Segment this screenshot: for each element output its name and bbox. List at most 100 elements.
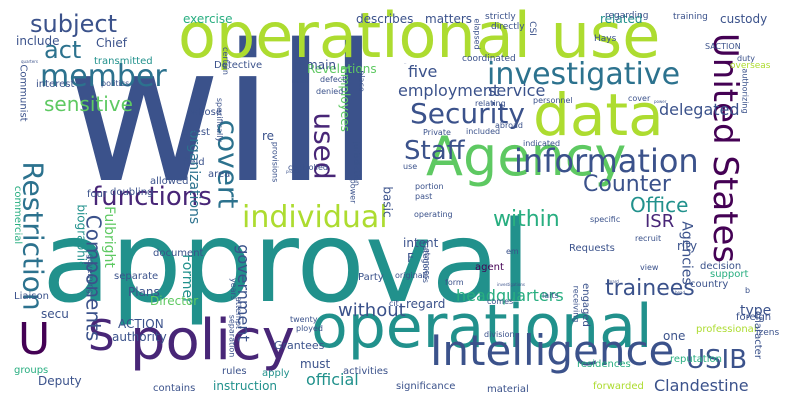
word: regarding	[605, 11, 649, 21]
word: Intelligence	[430, 326, 675, 375]
word: Fulbright	[100, 206, 117, 268]
word: provide	[286, 169, 302, 174]
word: delegated	[659, 100, 740, 119]
word: Counter	[583, 172, 671, 197]
word: prior	[404, 64, 407, 65]
word: separation	[227, 314, 237, 358]
word: regard	[406, 297, 446, 311]
word: rity	[677, 239, 698, 253]
word: em	[506, 247, 519, 256]
word: organizations	[186, 129, 203, 225]
word: five	[408, 62, 438, 81]
word: document	[153, 248, 204, 259]
word: ISR	[645, 211, 675, 232]
word: rules	[222, 366, 247, 377]
word: Agency	[426, 125, 627, 188]
word: employment	[398, 81, 500, 100]
word: indicated	[523, 139, 561, 148]
word: instruction	[213, 379, 278, 393]
word: authorizing	[740, 68, 750, 114]
word: laits	[542, 291, 559, 300]
word: form	[445, 278, 464, 287]
word: Agencies	[678, 221, 695, 285]
word: area	[208, 169, 231, 180]
word: Communist	[17, 64, 29, 122]
word: matters	[425, 12, 473, 26]
word: without	[338, 300, 406, 321]
word: power	[654, 99, 667, 104]
word: support	[710, 269, 749, 280]
word: Chief	[96, 36, 127, 50]
word: agent	[475, 262, 504, 273]
word: Private	[423, 128, 451, 137]
word: country	[690, 279, 729, 290]
word: training	[673, 12, 708, 22]
word: include	[16, 34, 60, 48]
word: defect	[320, 75, 346, 84]
word: Clandestine	[654, 376, 749, 395]
word: foreign	[736, 312, 772, 323]
word: Requests	[569, 243, 615, 254]
word: significance	[396, 381, 456, 392]
word: specifically	[215, 97, 225, 143]
word: field	[183, 157, 205, 168]
word: twenty	[290, 315, 318, 324]
word: view	[640, 263, 659, 272]
word: re	[262, 129, 275, 143]
word: certain	[220, 47, 230, 75]
word: whose	[190, 107, 222, 118]
word: directly	[491, 22, 525, 32]
word: Hays	[594, 34, 617, 44]
word: receiving	[571, 285, 581, 323]
word: specific	[590, 215, 621, 224]
word: U	[18, 314, 51, 365]
word: member	[40, 59, 167, 94]
word: Security	[410, 97, 525, 130]
word: politics	[101, 79, 130, 88]
word: Detective	[214, 60, 263, 71]
word: residences	[577, 359, 631, 370]
word: head	[675, 290, 685, 295]
word: apply	[262, 368, 290, 379]
word: division	[484, 330, 515, 339]
word: governing	[86, 253, 96, 295]
word: groups	[14, 365, 49, 376]
word: elapsed	[472, 18, 482, 50]
word: reputation	[670, 354, 722, 365]
word: subject	[30, 10, 117, 38]
word: approval	[42, 198, 531, 328]
word: SACTION	[705, 42, 741, 51]
word: provisions	[270, 141, 280, 183]
word: material	[487, 384, 529, 395]
word: decision	[700, 261, 742, 272]
word: coordinated	[462, 54, 516, 64]
word: doubling	[110, 187, 154, 198]
word: engaged	[579, 283, 591, 327]
word: contains	[153, 383, 196, 394]
word: Office	[630, 193, 689, 217]
word: Staff	[404, 136, 465, 166]
word: Liaison	[14, 291, 49, 302]
word: intent	[403, 236, 439, 250]
word: ACTION	[118, 317, 164, 331]
word: type	[740, 303, 772, 319]
word: secu	[41, 307, 69, 321]
word: act	[44, 36, 82, 64]
word: portion	[415, 182, 444, 191]
word: strictly	[485, 12, 516, 22]
word: policy	[130, 308, 295, 373]
word: relating	[475, 99, 506, 108]
word: functions	[92, 182, 212, 212]
word: quarters	[21, 59, 38, 64]
word: activities	[343, 366, 389, 377]
word: basic	[380, 186, 395, 218]
word: denied	[316, 87, 344, 96]
word: Register	[292, 79, 309, 84]
word: interest	[36, 79, 75, 90]
word: categories	[420, 241, 430, 283]
word: must	[300, 357, 331, 371]
word: cit	[389, 299, 399, 308]
word: F	[407, 251, 414, 265]
word: quest	[182, 127, 210, 138]
